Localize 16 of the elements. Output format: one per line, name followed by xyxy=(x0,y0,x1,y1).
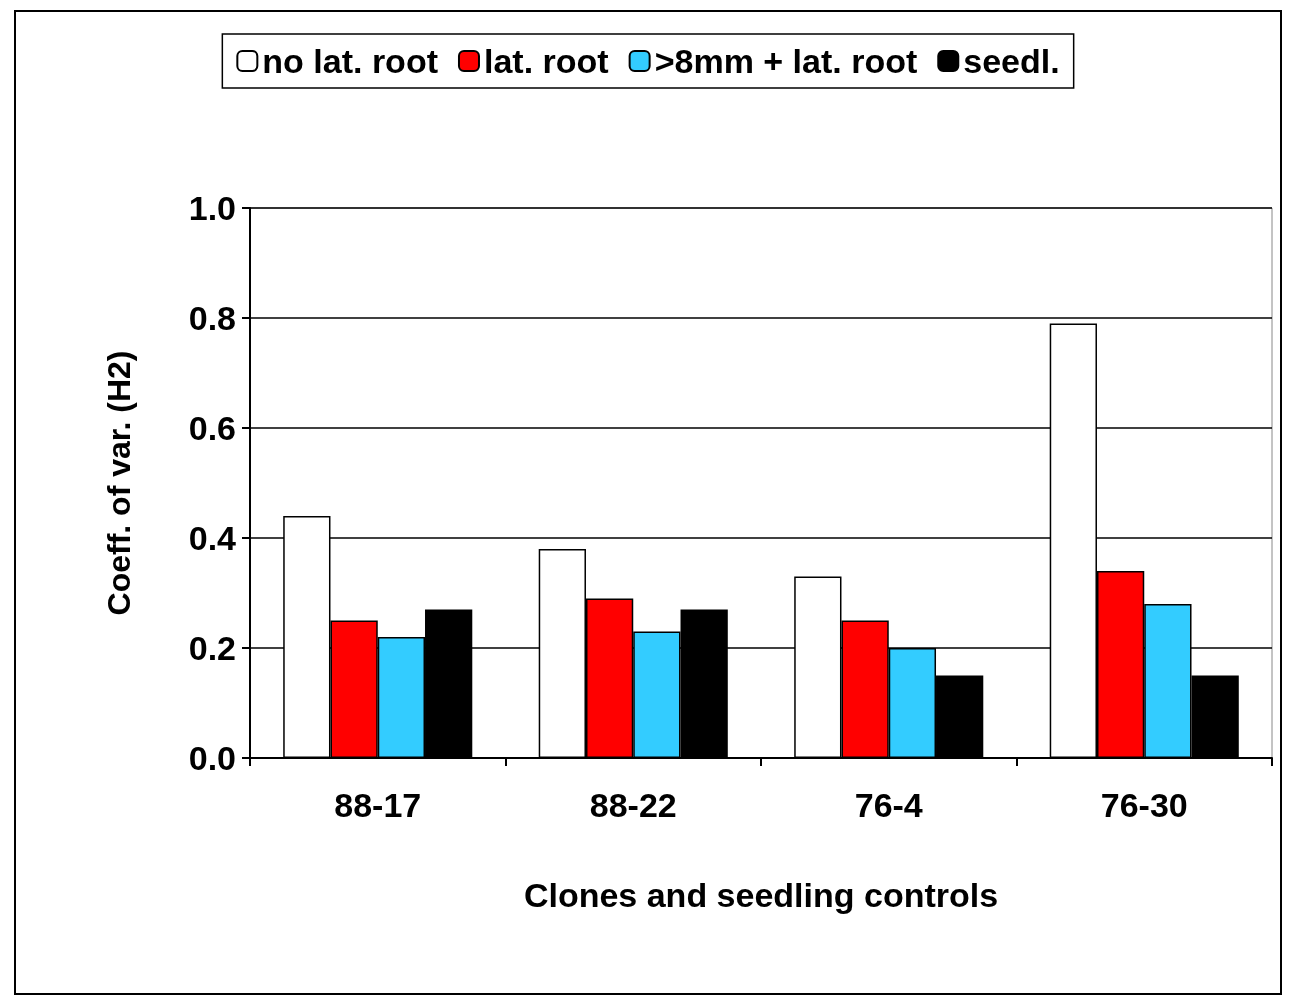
x-tick-label: 76-30 xyxy=(1100,786,1188,824)
x-axis-title: Clones and seedling controls xyxy=(523,876,999,914)
x-tick-label: 76-4 xyxy=(854,786,923,824)
y-tick-label: 0.4 xyxy=(188,519,237,557)
legend-label: seedl. xyxy=(963,42,1060,80)
y-tick-label: 0.8 xyxy=(188,299,236,337)
x-tick-label: 88-17 xyxy=(334,786,422,824)
y-tick-label: 0.6 xyxy=(188,409,236,447)
legend-label: no lat. root xyxy=(262,42,438,80)
y-tick-label: 0.2 xyxy=(188,629,236,667)
legend-label: >8mm + lat. root xyxy=(654,42,918,80)
y-tick-label: 1.0 xyxy=(188,189,236,227)
y-tick-label: 0.0 xyxy=(188,739,236,777)
y-axis-title: Coeff. of var. (H2) xyxy=(101,350,137,616)
legend-label: lat. root xyxy=(483,42,609,80)
x-tick-label: 88-22 xyxy=(589,786,677,824)
